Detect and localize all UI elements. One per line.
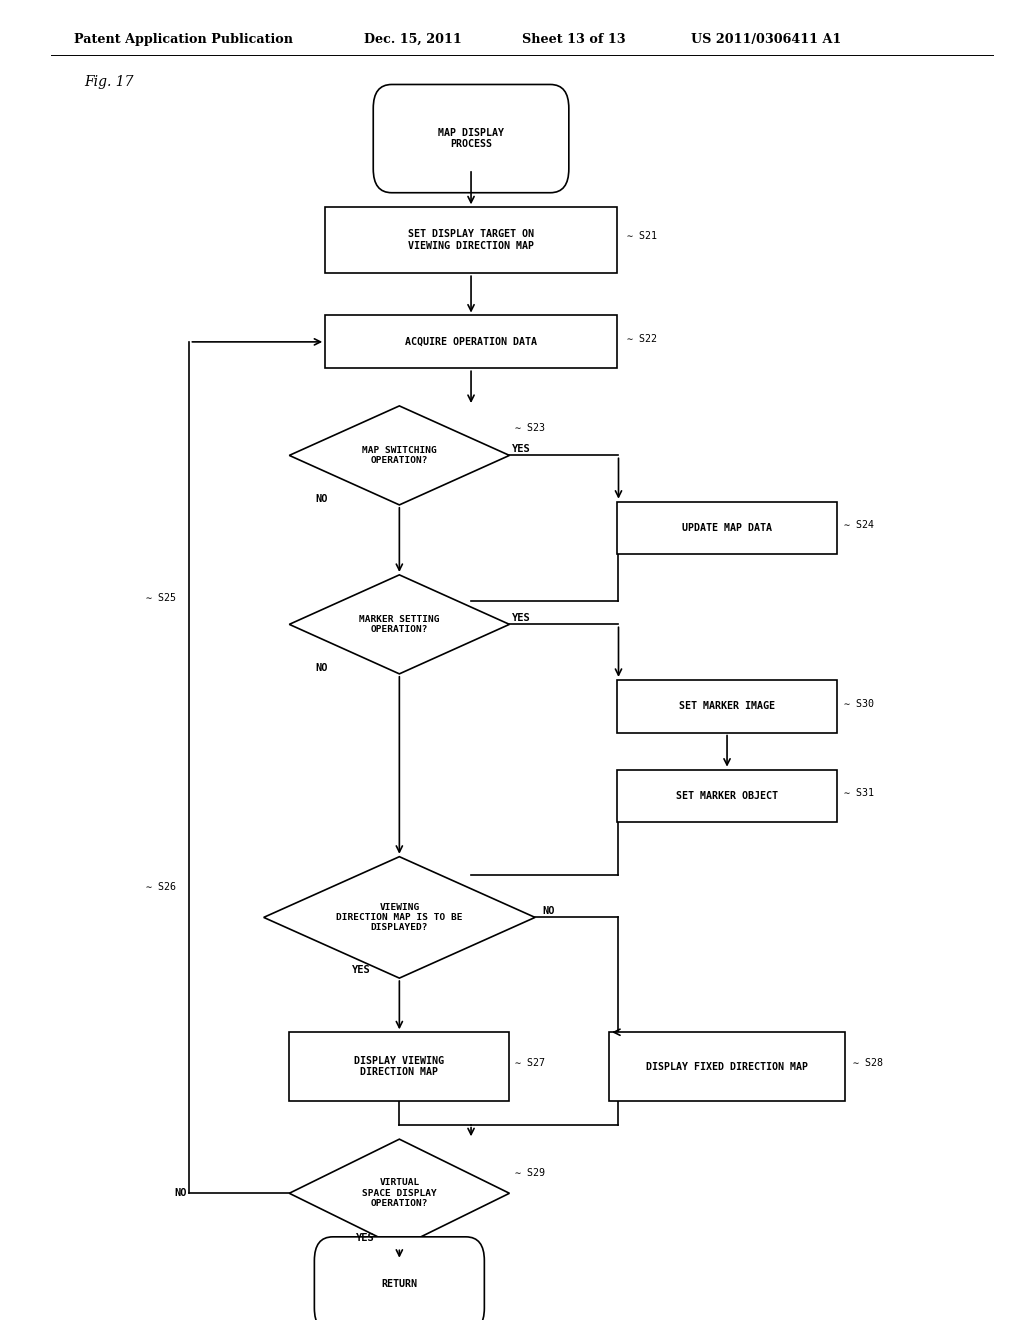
Text: ∼ S28: ∼ S28 [853, 1057, 883, 1068]
Text: DISPLAY FIXED DIRECTION MAP: DISPLAY FIXED DIRECTION MAP [646, 1061, 808, 1072]
Text: YES: YES [356, 1233, 375, 1243]
Text: MAP DISPLAY
PROCESS: MAP DISPLAY PROCESS [438, 128, 504, 149]
Text: ∼ S21: ∼ S21 [627, 231, 656, 242]
FancyBboxPatch shape [616, 502, 837, 554]
Text: RETURN: RETURN [381, 1279, 418, 1290]
Text: SET MARKER OBJECT: SET MARKER OBJECT [676, 791, 778, 801]
Text: VIEWING
DIRECTION MAP IS TO BE
DISPLAYED?: VIEWING DIRECTION MAP IS TO BE DISPLAYED… [336, 903, 463, 932]
Text: MARKER SETTING
OPERATION?: MARKER SETTING OPERATION? [359, 615, 439, 634]
Polygon shape [290, 407, 510, 504]
Text: Fig. 17: Fig. 17 [84, 75, 133, 88]
Text: Sheet 13 of 13: Sheet 13 of 13 [522, 33, 626, 46]
Text: YES: YES [352, 965, 371, 975]
FancyBboxPatch shape [314, 1237, 484, 1320]
Text: NO: NO [543, 906, 555, 916]
Text: ∼ S24: ∼ S24 [844, 520, 873, 531]
Text: ∼ S30: ∼ S30 [844, 698, 873, 709]
Text: UPDATE MAP DATA: UPDATE MAP DATA [682, 523, 772, 533]
Text: Patent Application Publication: Patent Application Publication [74, 33, 293, 46]
FancyBboxPatch shape [616, 680, 837, 733]
Text: ∼ S31: ∼ S31 [844, 788, 873, 799]
Polygon shape [290, 576, 510, 673]
Text: SET MARKER IMAGE: SET MARKER IMAGE [679, 701, 775, 711]
Text: SET DISPLAY TARGET ON
VIEWING DIRECTION MAP: SET DISPLAY TARGET ON VIEWING DIRECTION … [408, 230, 535, 251]
Text: NO: NO [174, 1188, 186, 1199]
FancyBboxPatch shape [609, 1032, 845, 1101]
FancyBboxPatch shape [373, 84, 569, 193]
FancyBboxPatch shape [326, 207, 616, 273]
Text: NO: NO [315, 494, 328, 504]
Text: Dec. 15, 2011: Dec. 15, 2011 [364, 33, 461, 46]
Text: DISPLAY VIEWING
DIRECTION MAP: DISPLAY VIEWING DIRECTION MAP [354, 1056, 444, 1077]
Polygon shape [290, 1139, 510, 1247]
Text: MAP SWITCHING
OPERATION?: MAP SWITCHING OPERATION? [362, 446, 436, 465]
Text: ∼ S22: ∼ S22 [627, 334, 656, 345]
Text: YES: YES [512, 444, 530, 454]
Text: ∼ S29: ∼ S29 [515, 1168, 545, 1179]
Text: ∼ S26: ∼ S26 [146, 882, 176, 892]
FancyBboxPatch shape [290, 1032, 510, 1101]
FancyBboxPatch shape [326, 315, 616, 368]
Text: YES: YES [512, 612, 530, 623]
Text: NO: NO [315, 663, 328, 673]
Text: US 2011/0306411 A1: US 2011/0306411 A1 [691, 33, 842, 46]
Text: ∼ S23: ∼ S23 [515, 422, 545, 433]
Text: ∼ S27: ∼ S27 [515, 1057, 545, 1068]
Text: ∼ S25: ∼ S25 [146, 593, 176, 603]
FancyBboxPatch shape [616, 770, 837, 822]
Text: ACQUIRE OPERATION DATA: ACQUIRE OPERATION DATA [406, 337, 537, 347]
Text: VIRTUAL
SPACE DISPLAY
OPERATION?: VIRTUAL SPACE DISPLAY OPERATION? [362, 1179, 436, 1208]
Polygon shape [264, 857, 535, 978]
